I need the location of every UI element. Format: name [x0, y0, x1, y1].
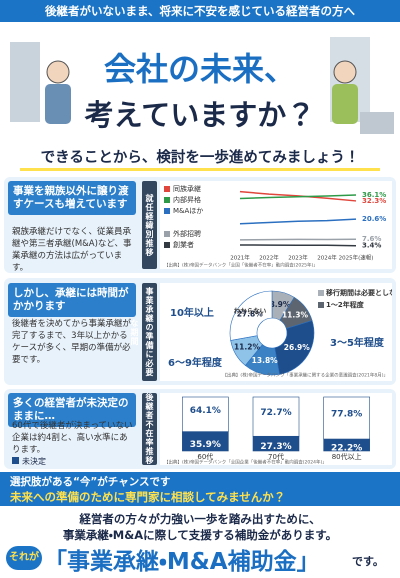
- donut-segment: [229, 290, 273, 341]
- headline: 会社の未来、: [103, 50, 296, 88]
- data-label: 11.2%: [234, 343, 261, 352]
- footer-text: 経営者の方々が力強い一歩を踏み出すために、: [79, 512, 321, 526]
- machine-illustration: [10, 42, 40, 122]
- section-body: 後継者を決めてから事業承継が完了するまで、3年以上かかるケースが多く、早期の準備…: [12, 319, 132, 365]
- section-title: しかし、承継には時間がかかります: [8, 283, 136, 317]
- bar-segment: [252, 396, 300, 437]
- legend-label: 未決定: [22, 457, 46, 466]
- legend-swatch: [318, 290, 324, 296]
- section-body: 親族承継だけでなく、従業員承継や第三者承継(M&A)など、事業承継の方法は広がっ…: [12, 227, 132, 273]
- data-label: 72.7%: [260, 408, 291, 418]
- legend-label: 内部昇格: [173, 195, 201, 204]
- callout-label: 6〜9年程度: [168, 356, 223, 369]
- source-note: 【出典】(株)帝国データバンク「全国「後継者不在率」動向調査(2025年)」: [164, 262, 318, 269]
- donut-chart: 8.9%11.3% 26.9% 13.8% 11.2% 27.8% 移行期間は必要としない…: [160, 283, 392, 381]
- data-label: 27.3%: [260, 442, 291, 452]
- legend-label: 創業者: [173, 240, 194, 249]
- data-label: 26.9%: [284, 343, 311, 352]
- line: [239, 194, 357, 200]
- chart-label: 就任経緯別推移: [142, 181, 157, 269]
- legend-swatch: [12, 457, 19, 464]
- callout-label: 10年以上: [170, 306, 214, 319]
- legend-label: 外部招聘: [173, 229, 201, 238]
- section-body: 60代で後継者が決まっていない企業は約4割と、高い水準にあります。: [12, 421, 133, 455]
- line-chart: 2021年 2022年 2023年 2024年 2025年(速報) 同族承継 32.3% 内部…: [160, 181, 392, 269]
- cta-band: [0, 472, 400, 506]
- data-label: 8.9%: [270, 300, 291, 309]
- legend-label: M&Aほか: [173, 207, 203, 215]
- legend-label: 1〜2年程度: [326, 300, 365, 309]
- data-label: 77.8%: [331, 410, 362, 420]
- x-tick-label: 2023年: [288, 254, 308, 262]
- data-label: 35.9%: [190, 440, 221, 450]
- data-label: 13.8%: [252, 356, 279, 365]
- legend-swatch: [164, 197, 170, 203]
- bar-segment: [323, 396, 370, 440]
- section-title: 事業を親族以外に譲り渡すケースも増えています: [8, 181, 136, 215]
- chart-label: 事業承継の準備に必要な期間: [130, 283, 157, 381]
- line: [239, 244, 357, 247]
- data-label: 36.1%: [362, 191, 386, 199]
- worker-illustration: [46, 60, 70, 84]
- x-tick-label: 80代以上: [332, 452, 362, 461]
- headline: 考えていますか？: [84, 98, 316, 132]
- bar-chart: 60代35.9%未決定64.1%70代27.3%未決定72.7%80代以上22.…: [160, 393, 392, 465]
- legend-label: 移行期間は必要としない: [326, 288, 392, 297]
- data-label: 20.6%: [362, 215, 386, 223]
- data-label: 3.4%: [362, 242, 381, 250]
- legend-label: 同族承継: [173, 184, 201, 193]
- data-label: 22.2%: [331, 444, 362, 454]
- section-title: 多くの経営者が未決定のままに…: [8, 393, 136, 427]
- legend-swatch: [164, 242, 170, 248]
- data-label: 7.6%: [362, 235, 381, 243]
- person-illustration: [333, 60, 357, 84]
- subhead: できることから、検討を一歩進めてみましょう！: [20, 148, 380, 171]
- lead-badge: それが: [6, 546, 42, 570]
- line: [239, 190, 357, 202]
- legend-swatch: [164, 231, 170, 237]
- data-label: 11.3%: [282, 310, 309, 319]
- callout-label: わからない: [234, 306, 267, 315]
- legend-swatch: [164, 208, 170, 214]
- register-illustration: [360, 112, 394, 134]
- line: [239, 218, 357, 225]
- banner: 後継者がいないまま、将来に不安を感じている経営者の方へ: [0, 0, 400, 22]
- data-label: 64.1%: [190, 406, 221, 416]
- donut-segment: [274, 320, 315, 375]
- data-label: 27.8%: [237, 309, 264, 318]
- cta-line: 未来への準備のために専門家に相談してみませんか？: [10, 490, 286, 504]
- x-tick-label: 2021年: [230, 254, 250, 262]
- person-illustration: [332, 84, 358, 124]
- legend-swatch: [164, 186, 170, 192]
- program-name: 「事業承継・M&A補助金」: [44, 549, 320, 575]
- legend-swatch: [318, 302, 324, 308]
- callout-label: 3〜5年程度: [330, 336, 385, 349]
- source-note: 【出典】(株)帝国データバンク「全国企業「後継者不在率」動向調査(2024年)」: [164, 459, 327, 466]
- footer-text: 事業承継・M&Aに際して支援する補助金があります。: [62, 528, 338, 542]
- legend: 未決定: [12, 456, 46, 467]
- source-note: 【出典】(株)帝国データバンク「事業承継に関する企業の意識調査(2021年8月)…: [222, 372, 388, 379]
- worker-illustration: [45, 84, 71, 124]
- x-tick-label: 2024年: [317, 254, 337, 262]
- line: [239, 238, 357, 241]
- cta-line: 選択肢がある“今”がチャンスです: [10, 476, 171, 488]
- data-label: 32.3%: [362, 197, 386, 205]
- footer-tail: です。: [352, 555, 384, 568]
- x-tick-label: 2025年(速報): [339, 254, 374, 262]
- chart-label: 後継者不在率推移: [142, 393, 157, 465]
- x-tick-label: 70代: [268, 452, 284, 461]
- x-tick-label: 60代: [197, 452, 213, 461]
- x-tick-label: 2022年: [259, 254, 279, 262]
- bar-segment: [182, 396, 229, 432]
- illustrations: [10, 37, 394, 134]
